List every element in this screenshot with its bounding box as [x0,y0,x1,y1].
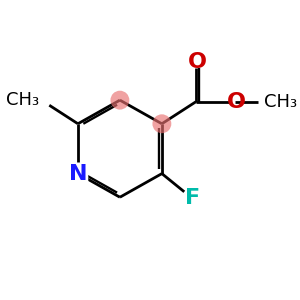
Text: CH₃: CH₃ [6,91,39,109]
Text: N: N [69,164,87,184]
Text: F: F [185,188,200,208]
Text: CH₃: CH₃ [264,93,297,111]
Text: O: O [188,52,207,72]
Text: O: O [226,92,245,112]
Circle shape [110,91,129,110]
Circle shape [152,114,171,133]
